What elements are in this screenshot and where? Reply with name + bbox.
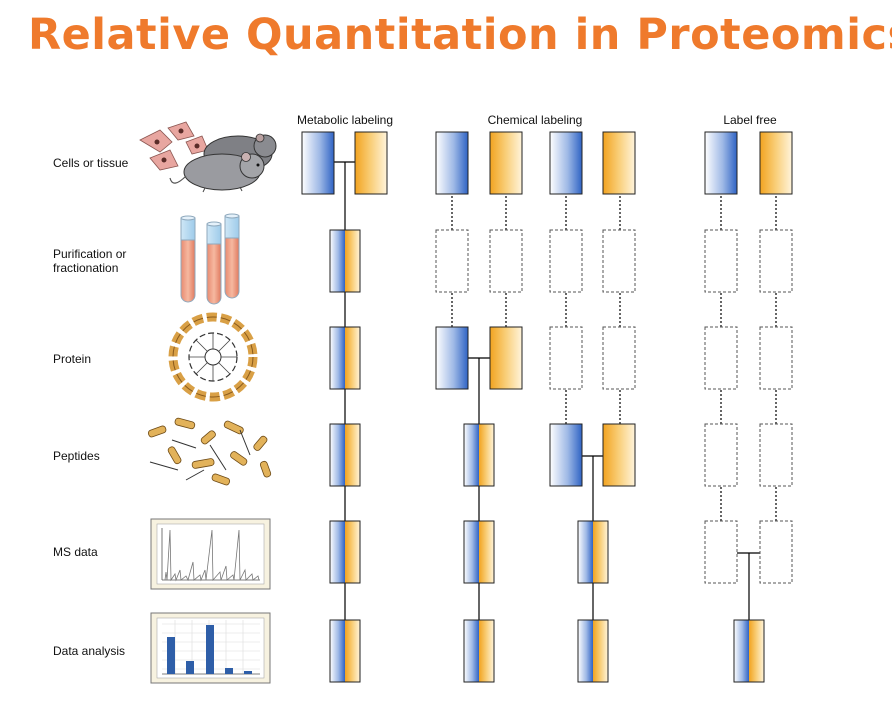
labelfree-sample-2-box xyxy=(759,131,793,195)
row-label-peptides: Peptides xyxy=(53,449,100,463)
chemical-peptide-box-2 xyxy=(602,423,636,487)
test-tubes-illustration xyxy=(180,213,240,305)
column-header-labelfree: Label free xyxy=(723,113,777,127)
row-label-data-analysis: Data analysis xyxy=(53,644,126,658)
row-label-protein: Protein xyxy=(53,352,92,366)
chemical-protein-box-1 xyxy=(435,326,469,390)
metabolic-mixed-boxes xyxy=(329,229,361,683)
ms-spectrum-illustration xyxy=(150,518,271,590)
chemical-pair1-mixed-boxes xyxy=(463,423,495,683)
row-label-ms-data: MS data xyxy=(53,545,98,559)
peptides-illustration xyxy=(147,417,272,486)
metabolic-heavy-sample-box xyxy=(354,131,388,195)
chemical-sample-1-box xyxy=(435,131,469,195)
chemical-sample-2-box xyxy=(489,131,523,195)
unlabeled-placeholder-boxes xyxy=(435,229,793,584)
chemical-pair2-mixed-boxes xyxy=(577,520,609,683)
data-analysis-chart-illustration xyxy=(150,612,271,684)
chemical-peptide-box-1 xyxy=(549,423,583,487)
row-label-purification: Purification or fractionation xyxy=(53,247,127,275)
chemical-protein-box-2 xyxy=(489,326,523,390)
column-header-chemical: Chemical labeling xyxy=(487,113,583,127)
metabolic-light-sample-box xyxy=(301,131,335,195)
chemical-sample-4-box xyxy=(602,131,636,195)
labelfree-sample-1-box xyxy=(704,131,738,195)
labelfree-analysis-box xyxy=(733,619,765,683)
page-title: Relative Quantitation in Proteomics xyxy=(28,10,892,60)
column-header-metabolic: Metabolic labeling xyxy=(296,113,394,127)
dotted-connectors xyxy=(451,196,777,521)
connector-lines xyxy=(334,161,760,651)
protein-structure-illustration xyxy=(168,312,258,402)
row-label-cells: Cells or tissue xyxy=(53,156,129,170)
cells-and-mice-illustration xyxy=(139,121,277,193)
chemical-sample-3-box xyxy=(549,131,583,195)
